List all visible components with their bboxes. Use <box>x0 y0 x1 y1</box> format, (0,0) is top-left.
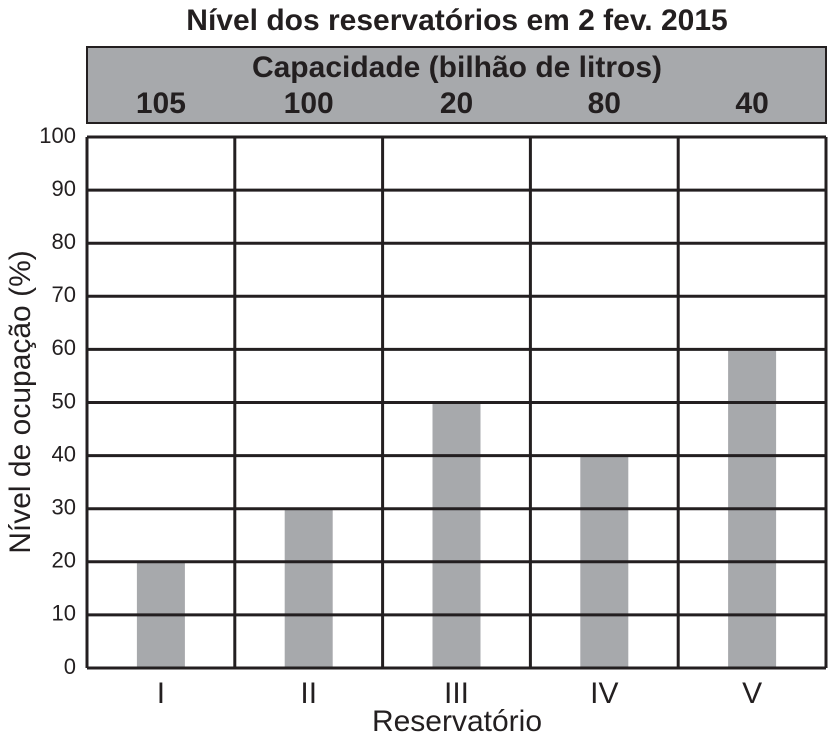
y-tick-label: 60 <box>52 335 76 360</box>
y-tick-label: 100 <box>39 123 76 148</box>
capacity-label: Capacidade (bilhão de litros) <box>252 51 662 84</box>
y-tick-label: 40 <box>52 441 76 466</box>
y-tick-label: 20 <box>52 548 76 573</box>
y-tick-label: 10 <box>52 601 76 626</box>
y-tick-label: 0 <box>64 654 76 679</box>
x-tick-label: II <box>300 677 317 710</box>
y-tick-label: 70 <box>52 282 76 307</box>
x-tick-label: V <box>742 677 762 710</box>
capacity-value: 20 <box>440 87 473 120</box>
y-tick-label: 30 <box>52 495 76 520</box>
x-tick-label: IV <box>590 677 618 710</box>
y-axis-label: Nível de ocupação (%) <box>4 250 37 554</box>
x-tick-label: I <box>157 677 165 710</box>
capacity-value: 80 <box>588 87 621 120</box>
capacity-value: 40 <box>735 87 768 120</box>
bar <box>284 508 333 668</box>
chart-title: Nível dos reservatórios em 2 fev. 2015 <box>186 4 727 37</box>
y-tick-label: 50 <box>52 388 76 413</box>
y-tick-label: 80 <box>52 229 76 254</box>
y-tick-label: 90 <box>52 176 76 201</box>
capacity-value: 100 <box>284 87 334 120</box>
x-tick-label: III <box>444 677 469 710</box>
capacity-header <box>86 46 827 124</box>
bar <box>432 402 481 668</box>
x-axis-label: Reservatório <box>372 705 542 738</box>
capacity-value: 105 <box>136 87 186 120</box>
